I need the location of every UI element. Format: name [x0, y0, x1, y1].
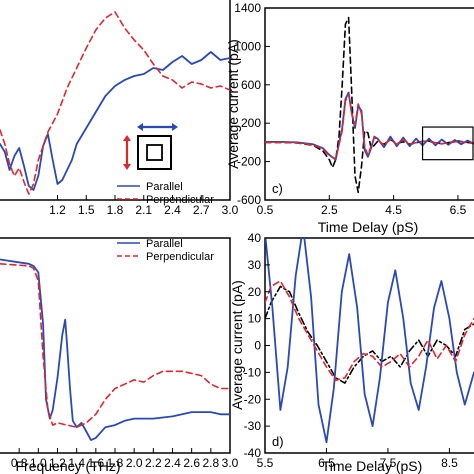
x-tick-label: 1.2 — [49, 456, 66, 470]
series-line-reference-dashdot — [265, 285, 474, 384]
x-tick-label: 1.2 — [49, 203, 66, 217]
x-tick-label: 2.0 — [126, 456, 143, 470]
y-tick-label: 200 — [241, 116, 261, 130]
legend-bottom-left: Parallel Perpendicular — [117, 238, 214, 263]
x-tick-label: 2.7 — [193, 203, 210, 217]
panel-frame-top-right — [264, 7, 474, 201]
x-tick-label: 7.5 — [380, 456, 397, 470]
x-tick-label: 2.5 — [321, 203, 338, 217]
series-group-bottom-right — [265, 238, 474, 444]
series-line-reference-dashed — [265, 16, 474, 194]
series-group-top-left — [0, 11, 230, 195]
legend-label-parallel: Parallel — [146, 181, 183, 193]
series-line-parallel — [265, 238, 474, 444]
series-line-perpendicular — [0, 11, 230, 195]
x-tick-label: 2.2 — [145, 456, 162, 470]
y-tick-label: 1000 — [234, 39, 261, 53]
series-line-parallel — [0, 258, 230, 441]
x-tick-label: 2.4 — [164, 203, 181, 217]
y-tick-label: 600 — [241, 78, 261, 92]
legend-label-perpendicular: Perpendicular — [146, 194, 214, 206]
x-tick-label: 0.5 — [257, 203, 274, 217]
y-tick-label: -30 — [244, 419, 262, 433]
x-tick-label: 3.0 — [222, 203, 239, 217]
ylabel-bottom-right: Average current (pA) — [229, 280, 245, 410]
y-tick-label: 30 — [248, 258, 262, 272]
unit-cell-inset — [123, 123, 178, 170]
tick-layer: 1.2 1.5 1.8 2.1 2.4 2.7 3.0 0.5 2.5 4.5 6.5 -600 -20… — [11, 1, 467, 470]
x-tick-label: 1.5 — [78, 203, 95, 217]
xlabel-top-right: Time Delay (pS) — [318, 219, 419, 235]
x-tick-label: 3.0 — [222, 456, 239, 470]
zoom-region-box — [421, 126, 474, 161]
series-group-top-right — [265, 16, 474, 194]
series-line-perpendicular — [265, 280, 474, 382]
y-tick-label: -10 — [244, 365, 262, 379]
x-tick-label: 1.8 — [107, 456, 124, 470]
vertical-arrow-icon — [123, 135, 131, 170]
xlabel-bottom-left: Frequency (THz) — [15, 458, 120, 474]
legend-label-perpendicular: Perpendicular — [146, 251, 214, 263]
x-tick-label: 1.0 — [30, 456, 47, 470]
x-tick-label: 2.6 — [183, 456, 200, 470]
y-tick-label: -200 — [237, 155, 261, 169]
y-tick-label: 20 — [248, 285, 262, 299]
x-tick-label: 5.5 — [257, 456, 274, 470]
x-tick-label: 8.5 — [441, 456, 458, 470]
x-tick-label: 6.5 — [318, 456, 335, 470]
y-tick-label: 40 — [248, 231, 262, 245]
y-tick-label: 10 — [248, 312, 262, 326]
y-tick-label: -600 — [237, 193, 261, 207]
xlabel-bottom-right: Time Delay (pS) — [322, 458, 423, 474]
legend-top-left: Parallel Perpendicular — [117, 181, 214, 206]
ylabel-top-right: Average current (pA) — [225, 39, 241, 169]
x-tick-label: 2.4 — [164, 456, 181, 470]
x-tick-label: 1.6 — [87, 456, 104, 470]
legend-label-parallel: Parallel — [146, 238, 183, 250]
panel-label-d: d) — [272, 434, 284, 449]
y-tick-label: 0 — [254, 339, 261, 353]
y-tick-label: 1400 — [234, 1, 261, 15]
x-tick-label: 0.8 — [11, 456, 28, 470]
x-tick-label: 4.5 — [385, 203, 402, 217]
panel-frame-top-left — [0, 0, 231, 201]
series-line-parallel — [0, 51, 230, 191]
horizontal-arrow-icon — [137, 123, 178, 131]
y-tick-label: -20 — [244, 392, 262, 406]
x-tick-label: 2.8 — [202, 456, 219, 470]
x-tick-label: 1.4 — [68, 456, 85, 470]
x-tick-label: 6.5 — [450, 203, 467, 217]
y-tick-label: -40 — [244, 446, 262, 460]
x-tick-label: 1.8 — [107, 203, 124, 217]
series-line-perpendicular — [265, 93, 474, 160]
panel-label-c: c) — [272, 181, 283, 196]
x-tick-label: 2.1 — [135, 203, 152, 217]
series-group-bottom-left — [0, 258, 230, 441]
series-line-perpendicular — [0, 263, 230, 428]
